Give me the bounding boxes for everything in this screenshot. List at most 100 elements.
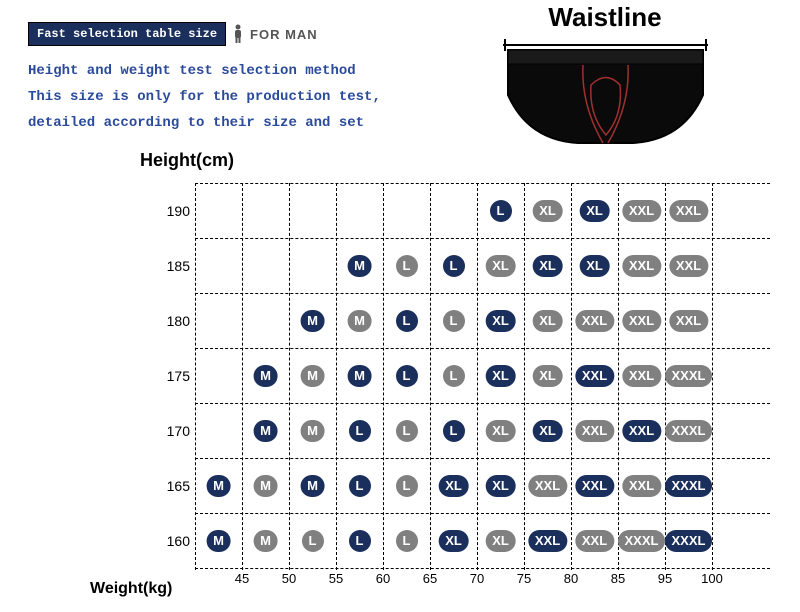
size-pill: M <box>253 420 278 442</box>
size-pill: XXL <box>528 530 567 552</box>
size-pill: XL <box>485 475 516 497</box>
size-pill: M <box>253 530 278 552</box>
gridline-horizontal <box>195 293 770 294</box>
height-label: 175 <box>160 368 190 384</box>
gridline-horizontal <box>195 238 770 239</box>
height-label: 160 <box>160 533 190 549</box>
size-pill: XXL <box>669 255 708 277</box>
size-pill: L <box>396 365 418 387</box>
size-pill: M <box>300 310 325 332</box>
size-pill: L <box>349 475 371 497</box>
size-pill: M <box>206 475 231 497</box>
size-pill: M <box>300 475 325 497</box>
gridline-vertical <box>289 183 290 570</box>
weight-label: 85 <box>603 571 633 586</box>
weight-label: 70 <box>462 571 492 586</box>
size-pill: M <box>300 365 325 387</box>
weight-label: 50 <box>274 571 304 586</box>
underwear-icon <box>503 35 708 150</box>
size-pill: L <box>396 255 418 277</box>
size-pill: XXXL <box>665 530 713 552</box>
size-pill: M <box>347 365 372 387</box>
size-pill: L <box>443 310 465 332</box>
header: Fast selection table size FOR MAN <box>28 22 318 46</box>
gridline-horizontal <box>195 348 770 349</box>
size-chart: 1901851801751701651604550556065707580859… <box>195 178 770 563</box>
height-label: 180 <box>160 313 190 329</box>
size-pill: L <box>302 530 324 552</box>
weight-label: 75 <box>509 571 539 586</box>
description: Height and weight test selection method … <box>28 58 381 136</box>
gridline-vertical <box>242 183 243 570</box>
waistline-section: Waistline <box>490 2 720 150</box>
weight-label: 65 <box>415 571 445 586</box>
weight-label: 80 <box>556 571 586 586</box>
size-pill: XXL <box>528 475 567 497</box>
weight-label: 95 <box>650 571 680 586</box>
size-pill: M <box>347 310 372 332</box>
size-pill: XXL <box>575 420 614 442</box>
size-pill: XXXL <box>618 530 666 552</box>
height-label: 170 <box>160 423 190 439</box>
gridline-vertical <box>336 183 337 570</box>
size-pill: M <box>206 530 231 552</box>
gridline-horizontal <box>195 513 770 514</box>
size-pill: XL <box>485 255 516 277</box>
x-axis-label: Weight(kg) <box>90 580 172 598</box>
size-pill: XL <box>438 475 469 497</box>
desc-line2: This size is only for the production tes… <box>28 84 381 110</box>
size-pill: L <box>443 365 465 387</box>
weight-label: 45 <box>227 571 257 586</box>
size-pill: XL <box>532 420 563 442</box>
size-pill: XXL <box>622 420 661 442</box>
size-pill: XXL <box>622 475 661 497</box>
size-pill: XXL <box>669 310 708 332</box>
size-pill: XXL <box>575 475 614 497</box>
size-pill: XXXL <box>665 475 713 497</box>
size-pill: XL <box>532 200 563 222</box>
gridline-horizontal <box>195 183 770 184</box>
gridline-vertical <box>383 183 384 570</box>
height-label: 190 <box>160 203 190 219</box>
waistline-label: Waistline <box>490 2 720 33</box>
size-pill: XXL <box>622 200 661 222</box>
desc-line3: detailed according to their size and set <box>28 110 381 136</box>
gridline-vertical <box>430 183 431 570</box>
height-label: 185 <box>160 258 190 274</box>
size-pill: L <box>396 420 418 442</box>
weight-label: 60 <box>368 571 398 586</box>
for-man-label: FOR MAN <box>250 27 318 42</box>
gridline-vertical <box>571 183 572 570</box>
weight-label: 55 <box>321 571 351 586</box>
size-pill: L <box>349 420 371 442</box>
size-pill: XXXL <box>665 420 713 442</box>
size-pill: L <box>396 475 418 497</box>
size-pill: L <box>490 200 512 222</box>
y-axis-label: Height(cm) <box>140 150 234 171</box>
size-pill: L <box>443 255 465 277</box>
size-pill: XXL <box>575 365 614 387</box>
size-pill: L <box>349 530 371 552</box>
gridline-vertical <box>524 183 525 570</box>
size-pill: XL <box>532 365 563 387</box>
gridline-vertical <box>477 183 478 570</box>
size-pill: XXXL <box>665 365 713 387</box>
size-pill: XXL <box>622 310 661 332</box>
size-pill: XL <box>485 365 516 387</box>
size-pill: XL <box>532 310 563 332</box>
size-pill: XXL <box>622 365 661 387</box>
size-pill: XL <box>579 200 610 222</box>
gridline-horizontal <box>195 403 770 404</box>
height-label: 165 <box>160 478 190 494</box>
size-pill: XL <box>438 530 469 552</box>
size-pill: XL <box>579 255 610 277</box>
gridline-vertical <box>618 183 619 570</box>
size-pill: M <box>347 255 372 277</box>
size-pill: L <box>396 310 418 332</box>
size-pill: M <box>300 420 325 442</box>
size-pill: XXL <box>622 255 661 277</box>
size-pill: M <box>253 365 278 387</box>
size-pill: XL <box>485 530 516 552</box>
size-pill: XL <box>485 420 516 442</box>
weight-label: 100 <box>697 571 727 586</box>
